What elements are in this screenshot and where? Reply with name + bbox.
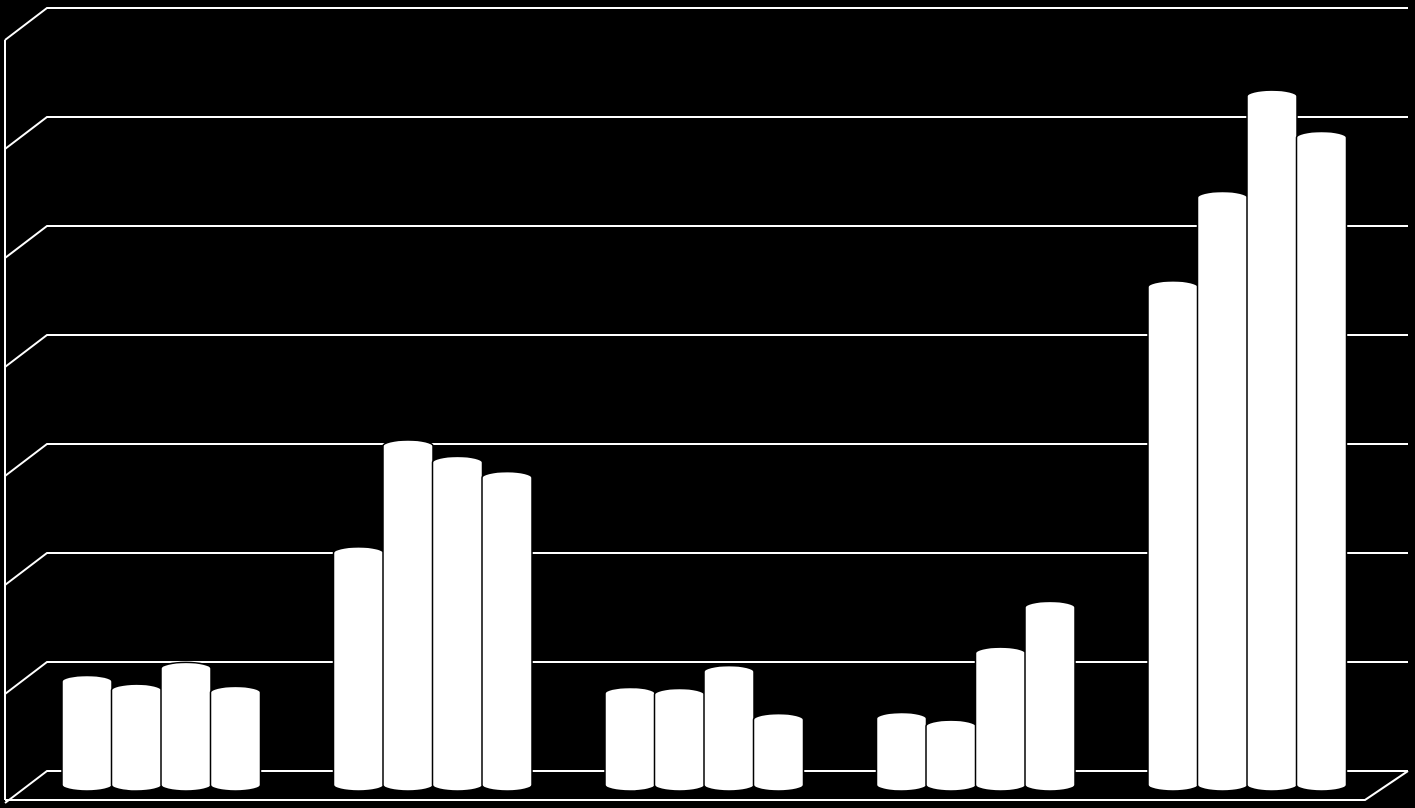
cylinder-bar bbox=[431, 455, 484, 792]
cylinder-bar bbox=[209, 685, 262, 792]
cylinder-bar bbox=[653, 687, 706, 792]
cylinder-bar bbox=[332, 546, 385, 792]
cylinder-bar bbox=[1196, 190, 1249, 792]
cylinder-bar bbox=[752, 712, 805, 792]
grid-line bbox=[4, 7, 1408, 41]
cylinder-bar bbox=[61, 674, 113, 792]
cylinder-bar bbox=[382, 439, 434, 792]
grid-line bbox=[4, 116, 1408, 150]
cylinder-bar bbox=[925, 719, 977, 792]
grid-line bbox=[4, 225, 1408, 259]
cylinder-bar bbox=[974, 646, 1027, 792]
cylinder-bar bbox=[1147, 280, 1199, 792]
grid-line bbox=[4, 443, 1408, 477]
cylinder-bar bbox=[604, 686, 656, 792]
grid-line bbox=[4, 552, 1408, 586]
grid-line bbox=[4, 334, 1408, 368]
cylinder-bar bbox=[1246, 89, 1298, 792]
grid-line bbox=[4, 661, 1408, 695]
cylinder-bar bbox=[875, 711, 928, 792]
cylinder-bar bbox=[1024, 600, 1076, 792]
cylinder-bar bbox=[481, 470, 533, 792]
cylinder-bar bbox=[703, 664, 755, 792]
cylinder-bar bbox=[160, 661, 212, 792]
floor-edge bbox=[5, 770, 1409, 801]
cylinder-bar bbox=[110, 683, 163, 792]
cylinder-bar bbox=[1295, 130, 1348, 792]
